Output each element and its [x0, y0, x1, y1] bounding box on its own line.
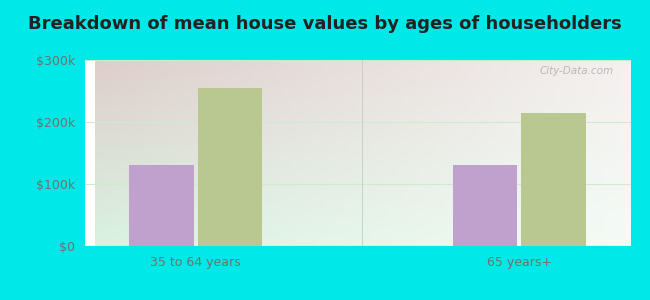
- Bar: [452, 165, 517, 246]
- Bar: [129, 165, 194, 246]
- Text: Breakdown of mean house values by ages of householders: Breakdown of mean house values by ages o…: [28, 15, 622, 33]
- Bar: [198, 88, 263, 246]
- Bar: [521, 113, 586, 246]
- Text: City-Data.com: City-Data.com: [540, 66, 614, 76]
